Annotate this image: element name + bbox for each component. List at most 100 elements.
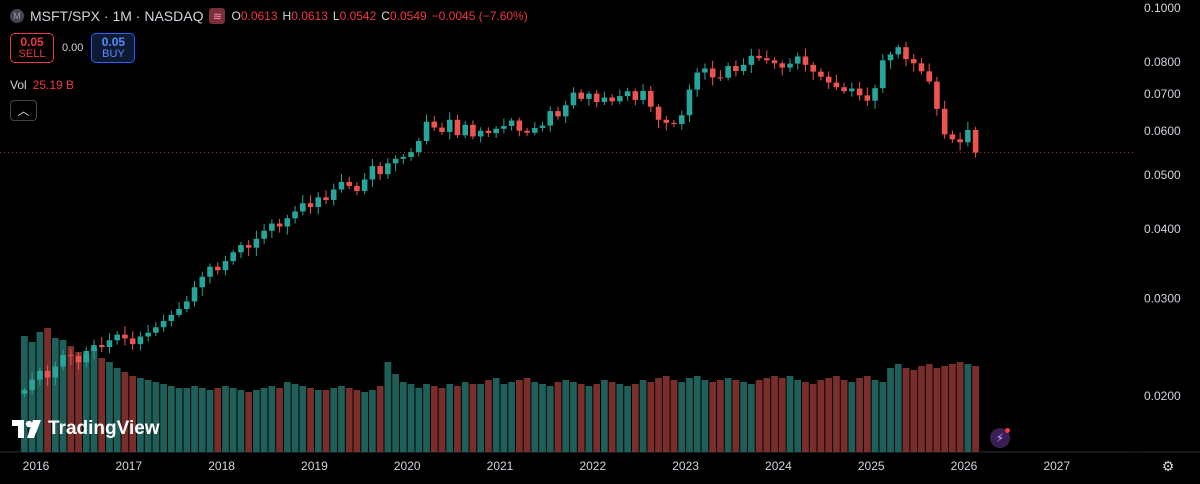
volume-bar bbox=[562, 380, 570, 452]
volume-bar bbox=[36, 332, 44, 452]
volume-bar bbox=[910, 370, 918, 452]
candle-body bbox=[446, 119, 453, 132]
volume-bar bbox=[446, 384, 454, 452]
volume-bar bbox=[515, 380, 523, 452]
candle-body bbox=[818, 71, 824, 77]
candle-body bbox=[926, 71, 932, 82]
volume-bar bbox=[167, 386, 175, 452]
volume-bar bbox=[894, 364, 902, 452]
symbol-title[interactable]: MSFT/SPX · 1M · NASDAQ bbox=[30, 8, 204, 24]
candle-body bbox=[972, 129, 979, 153]
volume-bar bbox=[577, 384, 585, 452]
buy-button[interactable]: 0.05 BUY bbox=[91, 33, 136, 63]
candle-body bbox=[238, 245, 244, 253]
x-tick-label: 2027 bbox=[1043, 459, 1070, 473]
candle-body bbox=[408, 152, 414, 157]
candle-body bbox=[160, 320, 167, 328]
volume-bar bbox=[949, 364, 956, 452]
candle-body bbox=[934, 81, 940, 109]
gear-icon[interactable]: ⚙ bbox=[1161, 457, 1175, 474]
candle-body bbox=[810, 64, 816, 72]
volume-bar bbox=[539, 384, 546, 452]
volume-bar bbox=[276, 388, 283, 452]
volume-bar bbox=[678, 382, 686, 452]
volume-bar bbox=[345, 388, 353, 452]
volume-bar bbox=[121, 372, 129, 452]
symbol-logo-icon[interactable]: M bbox=[10, 9, 24, 23]
volume-bar bbox=[747, 384, 755, 452]
candle-body bbox=[52, 366, 59, 378]
time-axis[interactable]: 2016 2017 2018 2019 2020 2021 2022 2023 2024 2025… bbox=[23, 459, 1071, 473]
volume-bar bbox=[778, 378, 786, 452]
spread-value: 0.00 bbox=[62, 42, 84, 54]
candle-body bbox=[532, 127, 538, 133]
volume-bar bbox=[546, 386, 554, 452]
volume-bar bbox=[972, 366, 979, 452]
candle-body bbox=[477, 130, 484, 137]
candle-body bbox=[369, 166, 376, 180]
low-key: L bbox=[332, 9, 340, 23]
candle-body bbox=[632, 91, 639, 100]
volume-bar bbox=[670, 380, 678, 452]
volume-bar bbox=[662, 376, 670, 452]
candle-body bbox=[671, 122, 677, 125]
volume-bar bbox=[160, 384, 167, 452]
y-tick-label: 0.0400 bbox=[1144, 222, 1181, 236]
volume-bar bbox=[925, 364, 933, 452]
volume-bar bbox=[570, 382, 577, 452]
sell-button[interactable]: 0.05 SELL bbox=[10, 33, 54, 63]
volume-bar bbox=[51, 338, 59, 452]
y-tick-label: 0.0300 bbox=[1144, 291, 1181, 305]
volume-bar bbox=[701, 380, 709, 452]
volume-bar bbox=[500, 384, 508, 452]
volume-bar bbox=[75, 352, 82, 452]
candle-body bbox=[60, 355, 66, 367]
volume-bar bbox=[198, 388, 206, 452]
candle-body bbox=[21, 390, 28, 394]
volume-legend[interactable]: Vol 25.19 B bbox=[10, 78, 74, 92]
volume-value: 25.19 B bbox=[32, 78, 75, 92]
candle-body bbox=[37, 370, 43, 380]
candle-body bbox=[501, 125, 507, 129]
volume-bar bbox=[399, 382, 407, 452]
volume-bar bbox=[863, 376, 871, 452]
volume-bar bbox=[724, 378, 732, 452]
flash-icon[interactable]: ⚡ bbox=[990, 428, 1010, 448]
sell-label: SELL bbox=[18, 48, 46, 60]
candle-body bbox=[315, 197, 322, 208]
volume-bar bbox=[825, 378, 833, 452]
volume-bar bbox=[794, 380, 802, 452]
buy-label: BUY bbox=[102, 48, 125, 60]
tradingview-logo[interactable]: TradingView bbox=[12, 418, 160, 440]
volume-bar bbox=[59, 340, 67, 452]
volume-bar bbox=[492, 378, 500, 452]
volume-bar bbox=[98, 358, 106, 452]
x-tick-label: 2022 bbox=[579, 459, 606, 473]
volume-bar bbox=[407, 384, 415, 452]
candle-body bbox=[207, 266, 213, 277]
wave-icon[interactable]: ≋ bbox=[209, 8, 226, 24]
candle-body bbox=[392, 158, 399, 164]
volume-bar bbox=[222, 386, 229, 452]
volume-bar bbox=[608, 382, 616, 452]
candle-body bbox=[276, 223, 283, 227]
volume-bar bbox=[840, 380, 848, 452]
ohlc-values: O0.0613 H0.0613 L0.0542 C0.0549 −0.0045 … bbox=[231, 9, 527, 23]
candle-body bbox=[284, 218, 291, 227]
collapse-legend-button[interactable]: ︿ bbox=[10, 100, 37, 121]
candle-body bbox=[624, 91, 631, 97]
volume-bar bbox=[593, 384, 601, 452]
candle-body bbox=[184, 301, 190, 309]
volume-bar bbox=[732, 380, 740, 452]
candle-body bbox=[300, 203, 306, 212]
volume-bar bbox=[508, 382, 515, 452]
y-tick-label: 0.0600 bbox=[1144, 124, 1181, 138]
volume-bar bbox=[183, 388, 191, 452]
price-axis[interactable]: 0.0200 0.0300 0.0400 0.0500 0.0600 0.0700 0.08… bbox=[1144, 1, 1181, 403]
candle-body bbox=[918, 63, 925, 72]
candle-body bbox=[694, 72, 700, 90]
volume-bar bbox=[686, 378, 693, 452]
volume-bar bbox=[214, 388, 222, 452]
volume-bar bbox=[809, 384, 817, 452]
